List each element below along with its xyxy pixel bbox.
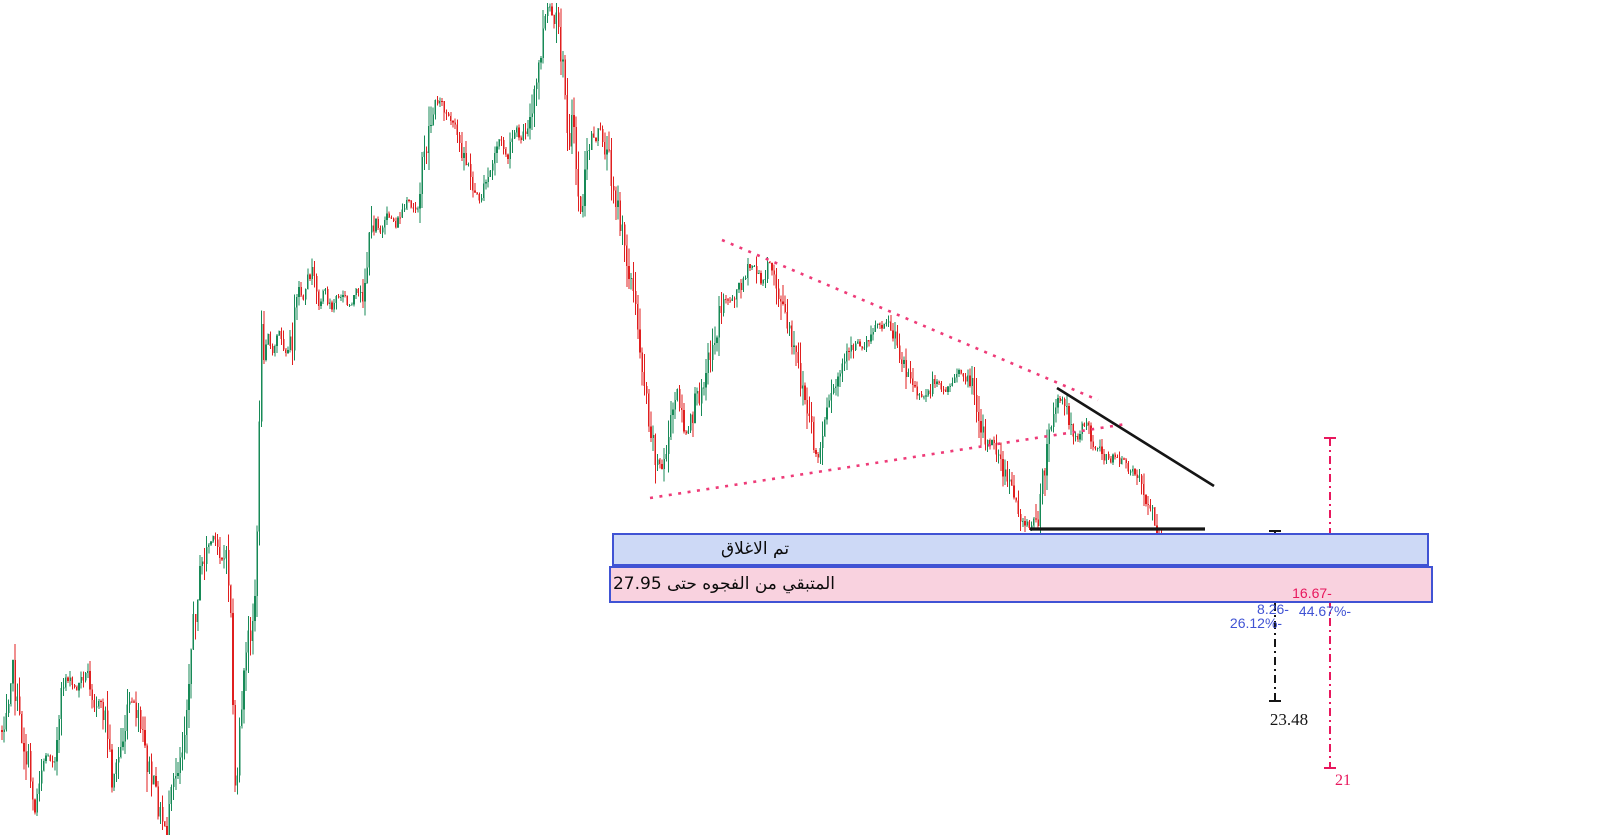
crimson-change-label: 16.67- bbox=[1292, 585, 1332, 601]
crimson-percent-label: 44.67%- bbox=[1298, 603, 1352, 619]
remaining-gap-band[interactable]: المتبقي من الفجوه حتى 27.95 bbox=[609, 566, 1433, 603]
black-change-label: 8.26- bbox=[1257, 601, 1289, 617]
crimson-measure-line[interactable] bbox=[1324, 437, 1336, 769]
black-target-price-label: 23.48 bbox=[1269, 710, 1309, 729]
wedge-lower-dotted-line[interactable] bbox=[649, 422, 1127, 500]
closed-band-label: تم الاغلاق bbox=[720, 538, 790, 559]
crimson-target-price-label: 21 bbox=[1335, 772, 1351, 789]
wedge-upper-dotted-line[interactable] bbox=[721, 238, 1099, 402]
closed-gap-band[interactable]: تم الاغلاق bbox=[612, 533, 1429, 566]
black-percent-label: 26.12%- bbox=[1229, 615, 1283, 631]
breakdown-trend-line[interactable] bbox=[1056, 386, 1215, 488]
black-measure-line[interactable] bbox=[1269, 530, 1281, 702]
remaining-band-label: المتبقي من الفجوه حتى 27.95 bbox=[612, 573, 836, 594]
candles bbox=[1, 3, 1176, 835]
